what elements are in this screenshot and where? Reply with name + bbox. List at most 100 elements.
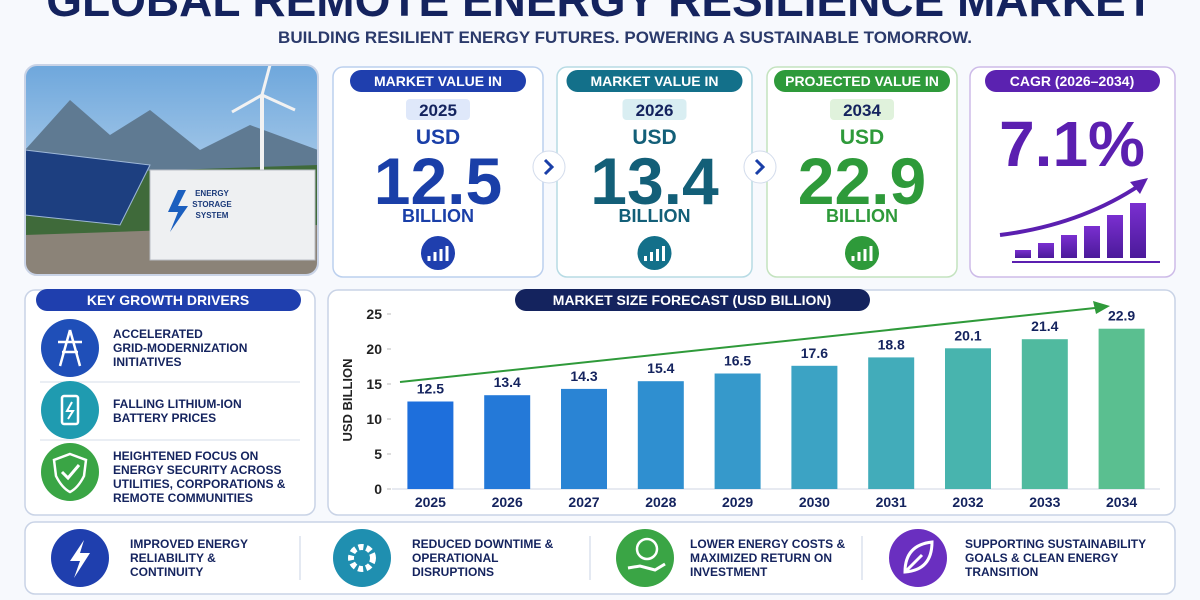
chart-panel: MARKET SIZE FORECAST (USD BILLION) USD B… <box>327 289 1176 516</box>
x-tick-label: 2027 <box>568 494 599 510</box>
card-heading: MARKET VALUE IN <box>590 73 718 89</box>
x-tick-label: 2031 <box>876 494 907 510</box>
card-currency: USD <box>416 126 460 149</box>
benefit-text: REDUCED DOWNTIME & <box>412 537 554 551</box>
card-heading-pill <box>566 70 743 92</box>
card-icon <box>421 236 455 270</box>
bar <box>484 395 531 489</box>
driver-text: BATTERY PRICES <box>113 411 216 425</box>
bar <box>1098 328 1145 489</box>
x-tick-label: 2032 <box>952 494 983 510</box>
y-tick-label: 20 <box>366 341 382 357</box>
photo: ENERGY STORAGE SYSTEM <box>24 64 319 276</box>
card-icon <box>637 236 672 270</box>
card-year: 2025 <box>419 101 457 120</box>
benefit-text: TRANSITION <box>965 565 1038 579</box>
bar <box>868 357 915 489</box>
trend-arrow-head <box>1093 301 1110 314</box>
card-year: 2034 <box>843 101 881 120</box>
y-tick-label: 25 <box>366 306 382 322</box>
driver-text: ACCELERATED <box>113 327 203 341</box>
benefit-text: DISRUPTIONS <box>412 565 494 579</box>
cagr-heading: CAGR (2026–2034) <box>1010 73 1135 89</box>
y-tick-label: 10 <box>366 411 382 427</box>
card-unit: BILLION <box>826 206 898 226</box>
card-unit: BILLION <box>402 206 474 226</box>
bar <box>791 365 838 489</box>
drivers-heading: KEY GROWTH DRIVERS <box>87 292 249 308</box>
driver-text: UTILITIES, CORPORATIONS & <box>113 477 286 491</box>
benefit-text: IMPROVED ENERGY <box>130 537 248 551</box>
trend-arrow <box>399 307 1096 383</box>
x-tick-label: 2029 <box>722 494 753 510</box>
value-label: 12.5 <box>417 381 444 397</box>
value-label: 15.4 <box>647 360 674 376</box>
benefit-text: LOWER ENERGY COSTS & <box>690 537 845 551</box>
cagr-value: 7.1% <box>999 108 1145 180</box>
value-label: 17.6 <box>801 345 828 361</box>
card-heading-pill <box>350 70 526 92</box>
y-tick-label: 5 <box>374 446 382 462</box>
card-value: 22.9 <box>798 144 926 218</box>
card-heading-pill <box>774 70 950 92</box>
x-tick-label: 2028 <box>645 494 676 510</box>
driver-text: HEIGHTENED FOCUS ON <box>113 449 258 463</box>
x-tick-label: 2026 <box>492 494 523 510</box>
card-heading: PROJECTED VALUE IN <box>785 73 939 89</box>
card-icon-glyph <box>851 246 873 261</box>
benefit-text: INVESTMENT <box>690 565 768 579</box>
driver-text: FALLING LITHIUM-ION <box>113 397 242 411</box>
value-cards: MARKET VALUE IN2025USD12.5BILLIONMARKET … <box>332 66 958 278</box>
card-icon-glyph <box>644 246 665 261</box>
card-year-pill <box>622 99 687 120</box>
bar <box>407 401 454 489</box>
container-label-line: SYSTEM <box>196 211 229 220</box>
subtitle: BUILDING RESILIENT ENERGY FUTURES. POWER… <box>278 28 972 47</box>
y-tick-label: 0 <box>374 481 382 497</box>
bar <box>561 388 607 489</box>
bar <box>1021 339 1068 489</box>
x-tick-label: 2030 <box>799 494 830 510</box>
y-tick-label: 15 <box>366 376 382 392</box>
card-arrows <box>532 150 777 184</box>
benefit-text: GOALS & CLEAN ENERGY <box>965 551 1118 565</box>
card-value: 12.5 <box>374 144 502 218</box>
value-label: 13.4 <box>494 374 521 390</box>
card-icon-glyph <box>427 246 449 261</box>
title: GLOBAL REMOTE ENERGY RESILIENCE MARKET <box>46 0 1154 26</box>
driver-text: REMOTE COMMUNITIES <box>113 491 253 505</box>
x-tick-label: 2033 <box>1029 494 1060 510</box>
card-value: 13.4 <box>590 144 719 218</box>
driver-text: ENERGY SECURITY ACROSS <box>113 463 281 477</box>
card-year: 2026 <box>636 101 674 120</box>
benefit-text: CONTINUITY <box>130 565 203 579</box>
benefit-text: OPERATIONAL <box>412 551 498 565</box>
card-year-pill <box>830 99 894 120</box>
bar <box>714 373 761 489</box>
value-label: 18.8 <box>878 336 905 352</box>
driver-text: GRID-MODERNIZATION <box>113 341 247 355</box>
card-currency: USD <box>840 126 884 149</box>
container-label-line: ENERGY <box>195 189 229 198</box>
chart-title: MARKET SIZE FORECAST (USD BILLION) <box>553 292 831 308</box>
value-label: 22.9 <box>1108 308 1135 324</box>
value-label: 20.1 <box>954 327 981 343</box>
container-label-line: STORAGE <box>192 200 232 209</box>
driver-text: INITIATIVES <box>113 355 181 369</box>
x-tick-label: 2025 <box>415 494 446 510</box>
benefit-text: SUPPORTING SUSTAINABILITY <box>965 537 1146 551</box>
card-year-pill <box>406 99 470 120</box>
drivers-panel: KEY GROWTH DRIVERS ACCELERATEDGRID-MODER… <box>24 289 316 516</box>
x-tick-label: 2034 <box>1106 494 1137 510</box>
card-icon <box>845 236 879 270</box>
benefit-text: MAXIMIZED RETURN ON <box>690 551 832 565</box>
value-label: 14.3 <box>570 368 597 384</box>
cagr-card: CAGR (2026–2034) 7.1% <box>969 66 1176 278</box>
y-axis-label: USD BILLION <box>340 358 355 441</box>
